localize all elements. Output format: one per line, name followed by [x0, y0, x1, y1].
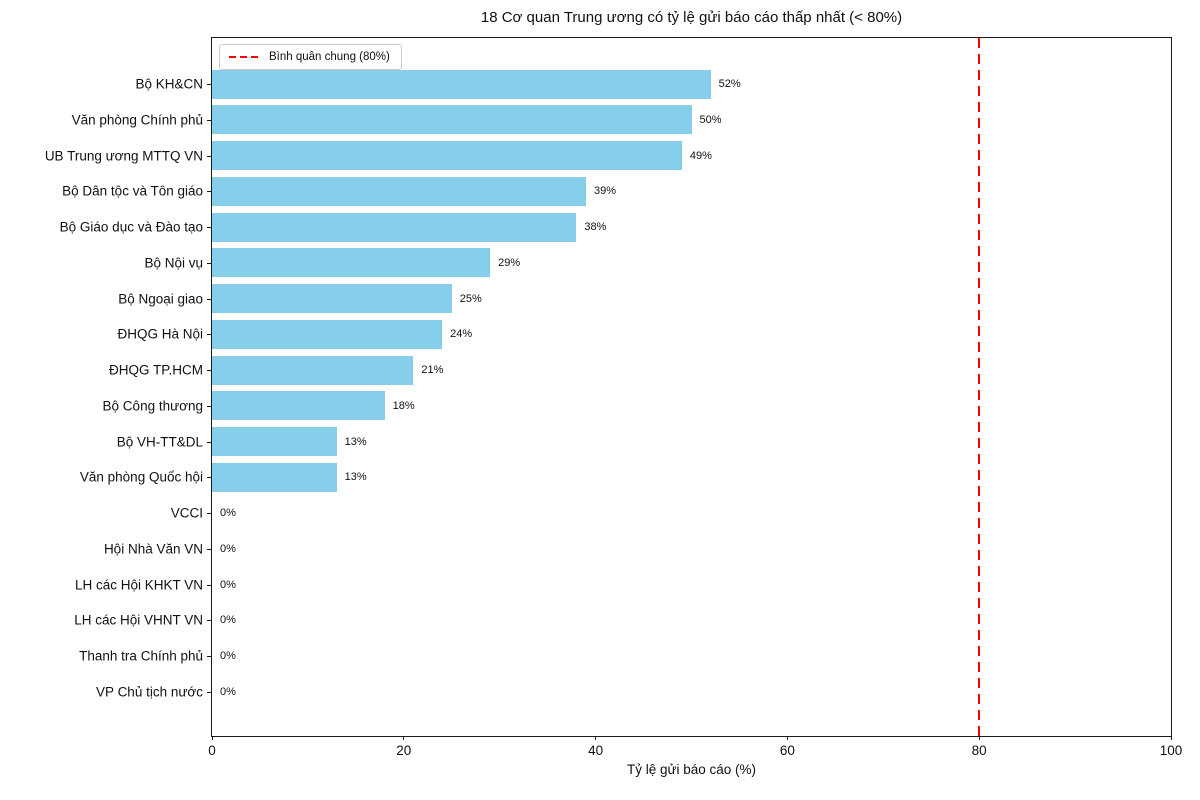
- bar-value-label: 0%: [220, 685, 236, 698]
- bar: [212, 355, 414, 385]
- x-tick-label: 20: [396, 743, 412, 758]
- bar: [212, 212, 577, 242]
- y-tick-label: LH các Hội VHNT VN: [74, 612, 203, 628]
- y-tick-mark: [207, 84, 211, 85]
- x-tick-label: 80: [971, 743, 987, 758]
- y-tick-mark: [207, 370, 211, 371]
- y-tick-label: Hội Nhà Văn VN: [103, 541, 203, 557]
- plot-area: Bình quân chung (80%) 52% Bộ KH&CN 50% Văn …: [45, 37, 1182, 758]
- y-tick-mark: [207, 477, 211, 479]
- y-tick-label: Thanh tra Chính phủ: [79, 648, 203, 664]
- y-tick-label: Bộ Dân tộc và Tôn giáo: [62, 183, 203, 199]
- bar-value-label: 39%: [594, 185, 617, 198]
- x-tick-mark: [978, 736, 980, 740]
- y-tick-mark: [207, 620, 211, 622]
- y-tick-mark: [207, 584, 211, 586]
- y-tick-mark: [207, 262, 211, 264]
- y-tick-label: Bộ KH&CN: [135, 76, 203, 92]
- y-tick-label: Văn phòng Quốc hội: [79, 469, 203, 485]
- y-tick-label: ĐHQG Hà Nội: [117, 326, 203, 342]
- x-tick-label: 100: [1159, 743, 1183, 758]
- bar-value-label: 0%: [220, 578, 236, 591]
- y-tick-label: Bộ VH-TT&DL: [116, 434, 203, 449]
- bar-value-label: 13%: [344, 435, 367, 448]
- bar-value-label: 13%: [344, 471, 367, 484]
- y-tick-label: ĐHQG TP.HCM: [108, 362, 203, 378]
- y-tick-label: Văn phòng Chính phủ: [71, 112, 203, 128]
- bar: [212, 69, 711, 99]
- y-tick-mark: [207, 191, 211, 193]
- bar: [212, 391, 385, 421]
- bar-value-label: 0%: [220, 542, 236, 555]
- chart-title: 18 Cơ quan Trung ương có tỷ lệ gửi báo c…: [480, 9, 903, 26]
- bar-value-label: 50%: [699, 113, 722, 126]
- y-tick-label: VCCI: [170, 505, 203, 521]
- y-tick-mark: [207, 405, 211, 407]
- y-tick-mark: [207, 298, 211, 300]
- bar: [212, 462, 337, 492]
- y-tick-mark: [207, 513, 211, 514]
- y-tick-label: UB Trung ương MTTQ VN: [44, 148, 203, 163]
- y-tick-label: VP Chủ tịch nước: [96, 684, 203, 700]
- y-tick-label: Bộ Nội vụ: [144, 255, 203, 271]
- x-tick-mark: [211, 736, 213, 740]
- y-tick-mark: [207, 441, 211, 443]
- y-tick-label: LH các Hội KHKT VN: [74, 577, 203, 592]
- bar-value-label: 21%: [421, 364, 444, 376]
- bar-value-label: 0%: [220, 614, 236, 627]
- y-tick-label: Bộ Công thương: [102, 398, 203, 414]
- y-tick-mark: [207, 691, 211, 693]
- bar-value-label: 24%: [450, 328, 473, 341]
- bar: [212, 319, 443, 349]
- y-tick-mark: [207, 548, 211, 550]
- y-tick-mark: [207, 227, 211, 228]
- x-axis-label: Tỷ lệ gửi báo cáo (%): [626, 762, 757, 777]
- bar: [212, 105, 692, 135]
- x-tick-mark: [595, 736, 597, 740]
- bar-value-label: 25%: [459, 292, 482, 305]
- x-tick-mark: [1170, 736, 1172, 740]
- reference-line-80pct: [978, 38, 981, 736]
- x-tick-label: 0: [208, 743, 216, 758]
- y-tick-label: Bộ Giáo dục và Đào tạo: [59, 219, 203, 235]
- bar-value-label: 49%: [689, 149, 712, 162]
- bar-value-label: 0%: [220, 507, 236, 519]
- y-tick-mark: [207, 334, 211, 336]
- x-tick-label: 40: [588, 743, 604, 758]
- bar: [212, 176, 586, 206]
- bar: [212, 141, 682, 170]
- bar-value-label: 38%: [584, 221, 607, 233]
- x-tick-mark: [403, 736, 405, 740]
- bar: [212, 427, 337, 456]
- x-tick-label: 60: [779, 743, 795, 758]
- y-tick-mark: [207, 119, 211, 121]
- legend-dashed-line-icon: [229, 56, 260, 58]
- y-tick-label: Bộ Ngoại giao: [118, 291, 203, 306]
- bar-value-label: 52%: [718, 78, 741, 90]
- x-tick-mark: [786, 736, 788, 740]
- legend: Bình quân chung (80%): [219, 44, 402, 70]
- y-tick-mark: [207, 155, 211, 157]
- legend-label: Bình quân chung (80%): [269, 51, 390, 63]
- y-tick-mark: [207, 656, 211, 657]
- bar-value-label: 29%: [498, 256, 521, 269]
- bar: [212, 248, 491, 278]
- bar: [212, 284, 452, 313]
- bar-value-label: 18%: [392, 399, 415, 412]
- bar-value-label: 0%: [220, 650, 236, 662]
